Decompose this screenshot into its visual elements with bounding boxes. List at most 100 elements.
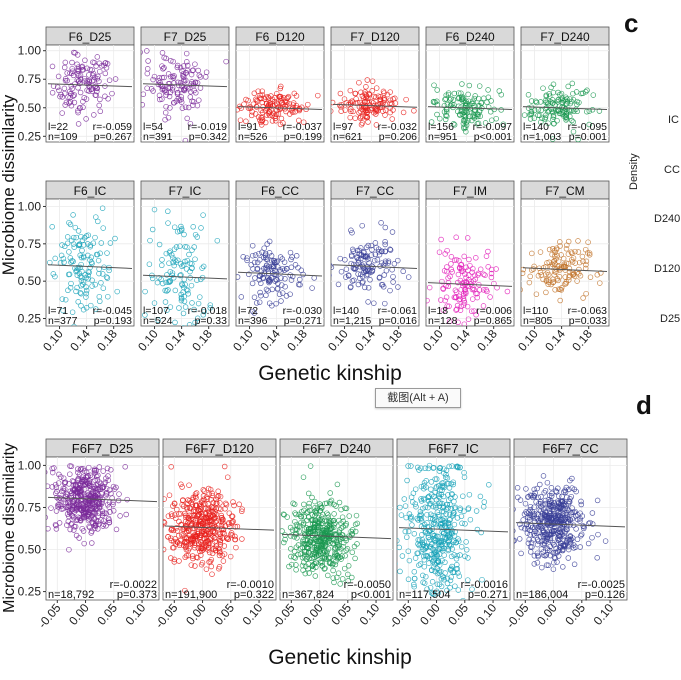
data-point [218,518,224,525]
data-point [105,293,111,300]
data-point [229,513,236,520]
data-point [83,474,89,480]
data-point [203,566,210,572]
stat-n: n=186,004 [516,589,568,601]
data-point [578,531,585,538]
data-point [450,121,457,127]
y-tick-label: 0.25 [18,585,42,599]
data-point [331,263,333,269]
data-point [77,252,83,259]
data-point [319,527,325,534]
data-point [251,90,258,97]
data-point [387,89,393,95]
data-point [179,105,186,111]
data-point [390,107,396,113]
data-point [79,67,85,73]
stat-n: n=391 [143,131,173,143]
data-point [450,569,456,576]
data-point [412,555,419,561]
data-point [159,74,165,81]
data-point [222,500,229,507]
data-point [516,536,523,542]
stat-p: p<0.001 [474,131,512,143]
data-point [498,107,504,113]
data-point [233,544,239,551]
data-point [75,476,81,483]
data-point [171,500,178,506]
data-point [193,490,200,496]
data-point [48,505,54,511]
data-point [430,99,437,105]
data-point [100,285,107,291]
data-point [165,287,171,293]
data-point [291,501,298,508]
data-point [353,512,360,519]
data-point [353,96,359,102]
data-point [536,507,542,513]
data-point [171,224,178,230]
data-point [565,251,572,257]
data-point [403,96,409,103]
data-point [79,64,85,70]
data-point [160,66,166,72]
data-point [461,321,468,326]
data-point [163,250,170,257]
data-point [267,104,274,110]
data-point [458,543,465,550]
data-point [331,553,338,560]
scatter-points [521,80,603,142]
data-point [60,255,67,262]
data-point [278,115,285,122]
data-point [549,502,556,508]
data-point [284,514,290,520]
data-point [458,286,464,293]
data-point [548,106,555,113]
data-point [256,277,263,283]
data-point [553,488,559,494]
data-point [88,254,95,261]
data-point [221,551,228,557]
data-point [69,59,75,66]
data-point [67,88,73,95]
data-point [190,102,196,108]
data-point [66,271,73,278]
data-point [216,552,223,559]
data-point [589,521,596,527]
data-point [428,511,434,518]
data-point [382,300,388,307]
x-tick-label: 0.00 [300,601,326,628]
data-point [264,112,270,118]
data-point [62,296,69,303]
data-point [514,528,516,534]
data-point [553,256,559,262]
data-point [51,465,57,471]
data-point [382,260,389,266]
side-label-ic: IC [668,114,679,126]
data-point [531,493,538,500]
data-point [104,501,111,508]
data-point [292,510,298,516]
data-point [292,262,299,268]
data-point [432,535,439,541]
data-point [186,251,192,258]
data-point [387,247,394,253]
data-point [359,93,366,99]
data-point [145,58,151,64]
data-point [426,303,427,307]
data-point [192,502,199,509]
data-point [93,214,99,220]
data-point [480,287,487,293]
data-point [184,287,191,294]
data-point [332,561,339,568]
data-point [538,119,544,125]
data-point [197,74,204,80]
data-point [50,271,57,277]
data-point [167,73,174,80]
x-tick-label: 0.00 [417,601,443,628]
data-point [408,494,415,500]
data-point [98,240,105,246]
data-point [450,97,457,103]
trend-line [142,83,228,88]
data-point [187,541,194,547]
